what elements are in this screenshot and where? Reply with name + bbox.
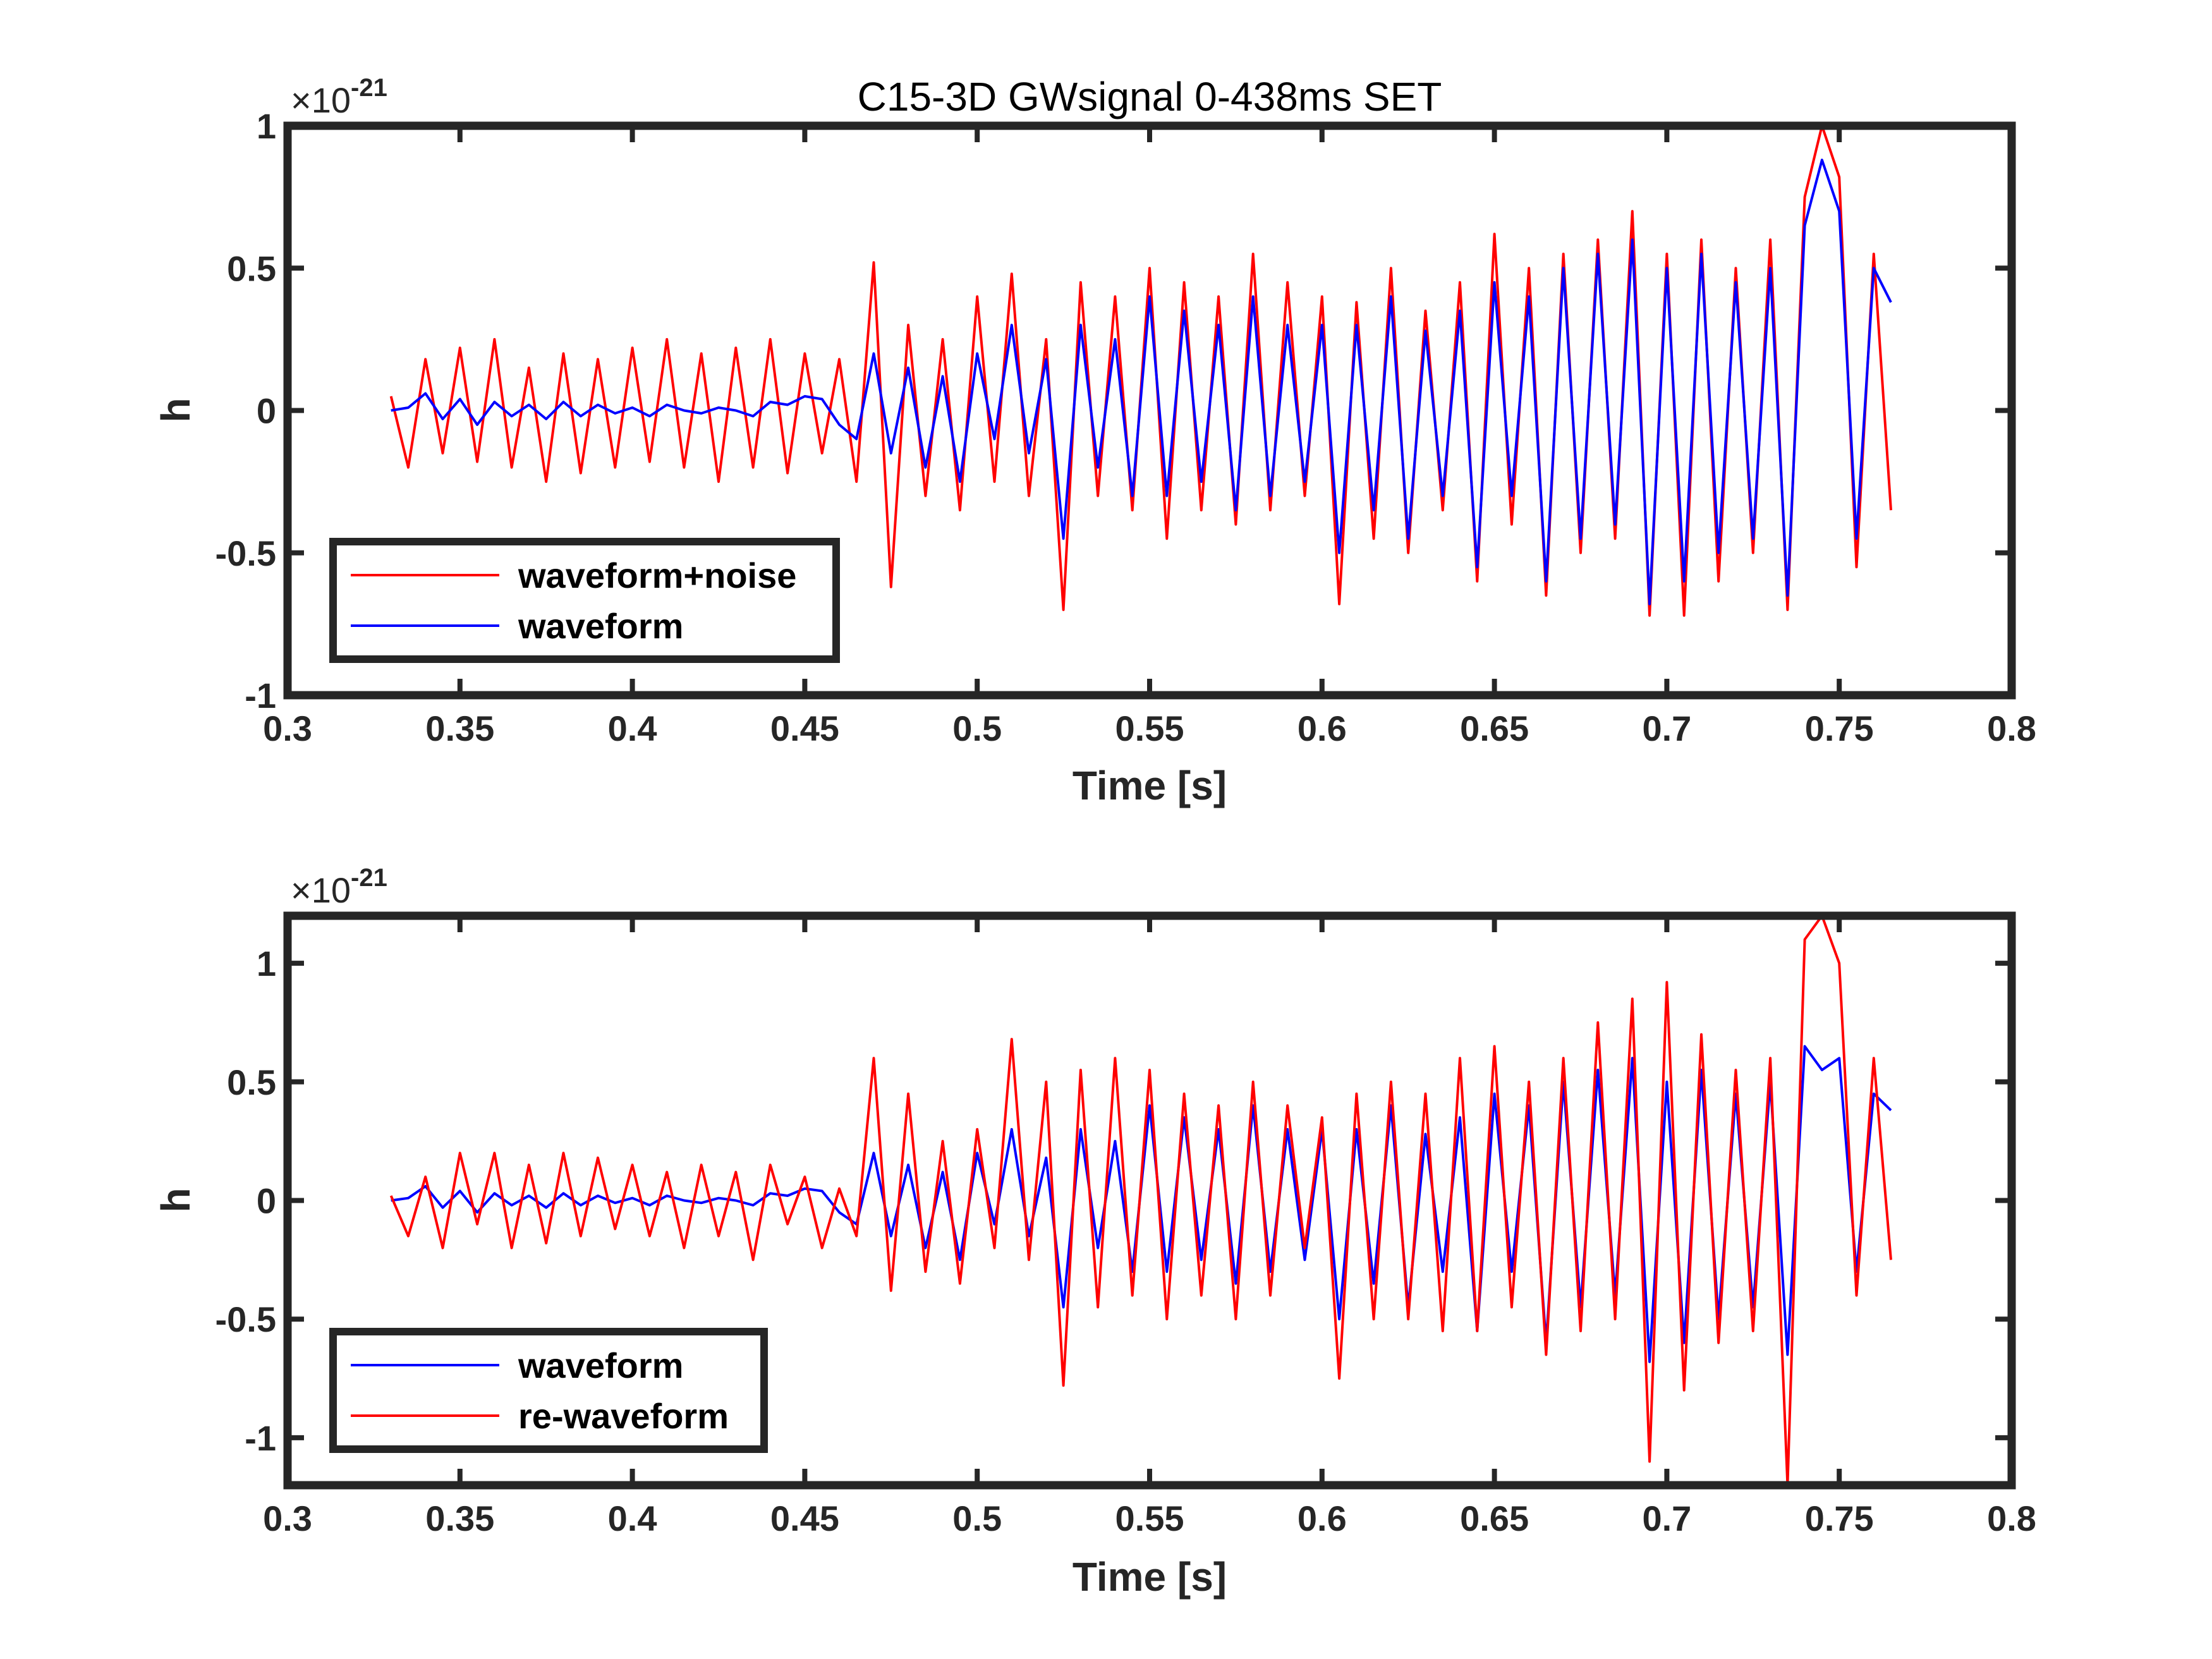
bottom-x-tick-label: 0.55 [1115, 1498, 1184, 1538]
bottom-y-tick-label: -1 [245, 1418, 276, 1458]
bottom-y-tick-label: 0 [257, 1181, 276, 1221]
bottom-x-axis-label: Time [s] [1073, 1554, 1227, 1600]
top-y-tick-label: 1 [257, 106, 276, 146]
top-exponent-base: ×10 [291, 80, 351, 120]
bottom-x-tick-label: 0.4 [608, 1498, 657, 1538]
top-y-tick-label: 0.5 [227, 248, 276, 288]
bottom-x-tick-label: 0.75 [1805, 1498, 1874, 1538]
top-ticks: 0.3 0.35 0.4 0.45 0.5 0.55 0.6 0.65 0.7 0.75 0.8 -1… [216, 106, 2036, 748]
top-series-line-waveform [391, 159, 1892, 605]
top-x-tick-label: 0.35 [425, 708, 494, 748]
top-x-tick-label: 0.4 [608, 708, 657, 748]
bottom-x-tick-label: 0.5 [952, 1498, 1002, 1538]
top-exponent: ×10-21 [291, 74, 387, 120]
top-plot: 0.3 0.35 0.4 0.45 0.5 0.55 0.6 0.65 0.7 0.75 0.8 -1… [153, 74, 2036, 808]
bottom-x-tick-label: 0.3 [263, 1498, 312, 1538]
bottom-x-tick-label: 0.7 [1642, 1498, 1691, 1538]
bottom-legend-label-waveform: waveform [518, 1346, 683, 1385]
top-legend-label-waveform: waveform [518, 606, 683, 646]
bottom-plot: 0.3 0.35 0.4 0.45 0.5 0.55 0.6 0.65 0.7 0.75 0.8 -1… [153, 864, 2036, 1600]
top-chart-title: C15-3D GWsignal 0-438ms SET [858, 74, 1442, 119]
top-y-tick-label: -0.5 [216, 533, 277, 573]
top-x-tick-label: 0.55 [1115, 708, 1184, 748]
top-y-tick-label: 0 [257, 391, 276, 431]
top-x-tick-label: 0.75 [1805, 708, 1874, 748]
top-legend: waveform+noise waveform [329, 538, 840, 663]
top-exponent-power: -21 [351, 74, 387, 102]
top-x-tick-label: 0.5 [952, 708, 1002, 748]
top-y-axis-label: h [153, 398, 198, 422]
top-x-tick-label: 0.6 [1297, 708, 1347, 748]
top-legend-box [329, 538, 840, 663]
bottom-y-tick-label: 1 [257, 944, 276, 983]
top-axes-box [283, 121, 2016, 700]
top-legend-label-noise: waveform+noise [518, 556, 796, 595]
bottom-x-tick-label: 0.65 [1460, 1498, 1529, 1538]
top-y-tick-label: -1 [245, 676, 276, 715]
top-x-tick-label: 0.3 [263, 708, 312, 748]
bottom-ticks: 0.3 0.35 0.4 0.45 0.5 0.55 0.6 0.65 0.7 0.75 0.8 -1… [216, 916, 2036, 1538]
top-x-tick-label: 0.7 [1642, 708, 1691, 748]
bottom-legend-label-rewaveform: re-waveform [518, 1396, 729, 1436]
bottom-axes-box [283, 911, 2016, 1490]
bottom-x-tick-label: 0.8 [1987, 1498, 2036, 1538]
bottom-x-tick-label: 0.35 [425, 1498, 494, 1538]
bottom-legend: waveform re-waveform [329, 1328, 768, 1453]
bottom-series-line-re-waveform [389, 915, 1892, 1486]
top-x-tick-label: 0.8 [1987, 708, 2036, 748]
bottom-exponent-power: -21 [351, 864, 387, 892]
top-x-tick-label: 0.65 [1460, 708, 1529, 748]
top-x-tick-label: 0.45 [770, 708, 839, 748]
bottom-y-tick-label: -0.5 [216, 1299, 277, 1339]
bottom-exponent: ×10-21 [291, 864, 387, 910]
bottom-y-tick-label: 0.5 [227, 1062, 276, 1102]
bottom-exponent-base: ×10 [291, 870, 351, 910]
bottom-x-tick-label: 0.6 [1297, 1498, 1347, 1538]
top-x-axis-label: Time [s] [1073, 763, 1227, 808]
bottom-y-axis-label: h [153, 1188, 198, 1212]
top-series [389, 125, 1892, 617]
bottom-series [389, 915, 1892, 1486]
bottom-x-tick-label: 0.45 [770, 1498, 839, 1538]
bottom-legend-box [329, 1328, 768, 1453]
